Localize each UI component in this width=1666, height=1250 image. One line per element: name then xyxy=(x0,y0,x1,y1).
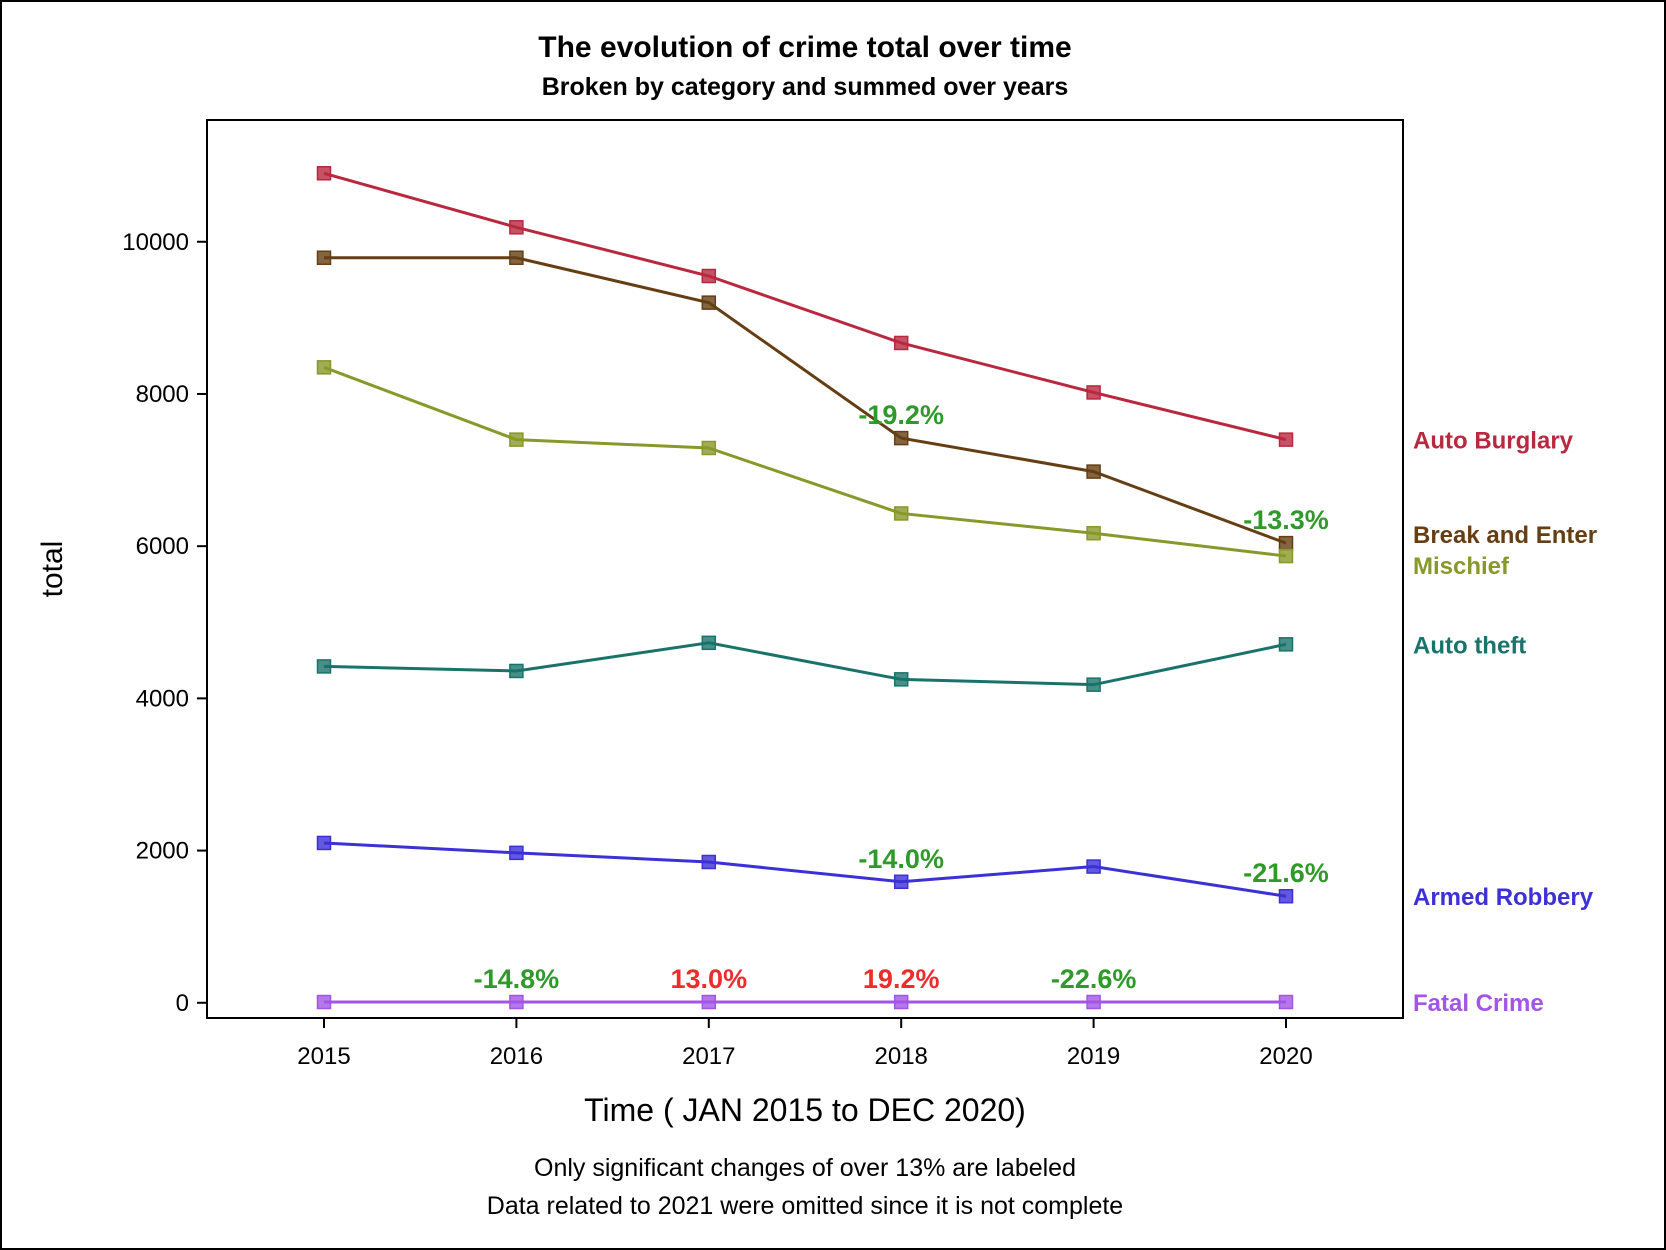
legend: Auto Burglary Break and Enter Mischief Auto… xyxy=(1413,428,1597,1017)
series-auto-theft xyxy=(316,635,1294,692)
y-tick-label: 6000 xyxy=(136,533,189,560)
y-tick-label: 10000 xyxy=(122,229,189,256)
x-axis: 2015 2016 2017 2018 2019 2020 xyxy=(297,1018,1313,1070)
data-point-fatal-crime xyxy=(701,994,717,1010)
series-line-armed-robbery xyxy=(323,841,1287,898)
x-tick-label: 2016 xyxy=(490,1043,543,1070)
data-point-break-and-enter xyxy=(1278,535,1294,551)
x-tick-label: 2015 xyxy=(297,1043,350,1070)
data-point-armed-robbery xyxy=(701,854,717,870)
data-point-fatal-crime xyxy=(316,994,332,1010)
series-armed-robbery xyxy=(316,835,1294,904)
data-point-fatal-crime xyxy=(1278,994,1294,1010)
change-annotation: 13.0% xyxy=(671,964,748,994)
series-auto-burglary xyxy=(316,166,1294,447)
data-point-auto-theft xyxy=(893,672,909,687)
legend-label-armed-robbery: Armed Robbery xyxy=(1413,884,1594,911)
chart-title: The evolution of crime total over time xyxy=(538,31,1071,64)
data-point-auto-theft xyxy=(316,659,332,674)
series-line-mischief xyxy=(323,365,1287,558)
x-tick-label: 2019 xyxy=(1067,1043,1120,1070)
x-axis-label: Time ( JAN 2015 to DEC 2020) xyxy=(584,1092,1026,1128)
y-tick-label: 4000 xyxy=(136,685,189,712)
x-tick-label: 2018 xyxy=(875,1043,928,1070)
x-tick-label: 2017 xyxy=(682,1043,735,1070)
data-point-armed-robbery xyxy=(1086,859,1101,874)
series-fatal-crime xyxy=(316,994,1294,1010)
change-annotation: -19.2% xyxy=(858,400,944,430)
data-point-auto-burglary xyxy=(316,166,332,181)
legend-label-break-and-enter: Break and Enter xyxy=(1413,522,1597,549)
data-point-mischief xyxy=(1086,525,1101,541)
data-point-mischief xyxy=(701,440,717,456)
data-point-auto-theft xyxy=(1278,637,1294,652)
footnote-1: Only significant changes of over 13% are… xyxy=(534,1154,1076,1182)
chart-subtitle: Broken by category and summed over years xyxy=(542,73,1069,101)
data-point-auto-theft xyxy=(509,663,524,679)
series-layer xyxy=(316,166,1294,1010)
data-point-auto-burglary xyxy=(893,335,909,351)
change-annotation: -14.0% xyxy=(858,844,944,874)
data-point-break-and-enter xyxy=(316,250,332,265)
data-point-fatal-crime xyxy=(1086,994,1101,1010)
data-point-mischief xyxy=(316,360,332,375)
change-annotation: -13.3% xyxy=(1243,505,1329,535)
change-annotation: -21.6% xyxy=(1243,858,1329,888)
series-break-and-enter xyxy=(316,250,1294,551)
data-point-fatal-crime xyxy=(893,994,909,1010)
data-point-break-and-enter xyxy=(701,295,717,310)
data-point-break-and-enter xyxy=(1086,464,1101,479)
legend-label-fatal-crime: Fatal Crime xyxy=(1413,990,1544,1017)
legend-label-auto-burglary: Auto Burglary xyxy=(1413,428,1574,455)
data-point-break-and-enter xyxy=(509,250,524,265)
data-point-auto-burglary xyxy=(1278,432,1294,447)
data-point-mischief xyxy=(509,432,524,447)
y-tick-label: 8000 xyxy=(136,381,189,408)
change-annotation: 19.2% xyxy=(863,964,940,994)
y-tick-label: 0 xyxy=(176,990,189,1017)
data-point-auto-theft xyxy=(701,635,717,651)
data-point-armed-robbery xyxy=(893,874,909,890)
data-point-mischief xyxy=(893,506,909,521)
series-line-break-and-enter xyxy=(324,256,1287,545)
series-line-auto-burglary xyxy=(323,171,1287,442)
data-point-armed-robbery xyxy=(1278,888,1294,904)
legend-label-mischief: Mischief xyxy=(1413,553,1510,580)
y-axis-label: total xyxy=(36,541,69,598)
data-point-armed-robbery xyxy=(509,845,524,861)
data-point-break-and-enter xyxy=(893,430,909,446)
data-point-auto-burglary xyxy=(701,268,717,284)
data-point-fatal-crime xyxy=(509,994,524,1010)
series-mischief xyxy=(316,360,1294,564)
change-annotation: -14.8% xyxy=(474,964,560,994)
data-point-armed-robbery xyxy=(316,835,332,851)
data-point-auto-burglary xyxy=(509,220,524,235)
data-point-auto-burglary xyxy=(1086,385,1101,400)
annotation-layer: -19.2% -13.3% -14.0% -21.6% -14.8% 13.0% 19.2%… xyxy=(474,400,1329,994)
series-line-auto-theft xyxy=(323,641,1287,687)
x-tick-label: 2020 xyxy=(1259,1043,1312,1070)
data-point-auto-theft xyxy=(1086,677,1101,692)
y-tick-label: 2000 xyxy=(136,838,189,865)
y-axis: 0 2000 4000 6000 8000 10000 xyxy=(122,229,207,1017)
plot-area xyxy=(206,119,1404,1019)
change-annotation: -22.6% xyxy=(1051,964,1137,994)
data-point-mischief xyxy=(1278,548,1294,564)
footnote-2: Data related to 2021 were omitted since … xyxy=(487,1192,1123,1220)
legend-label-auto-theft: Auto theft xyxy=(1413,632,1526,659)
